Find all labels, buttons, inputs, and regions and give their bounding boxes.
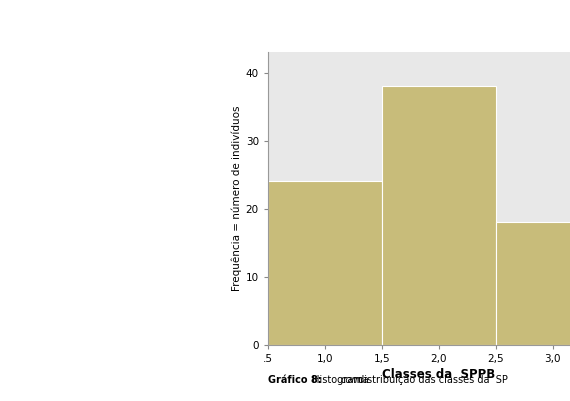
Bar xyxy=(268,182,382,345)
Bar xyxy=(496,222,570,345)
Text: Histograma: Histograma xyxy=(309,375,372,385)
Y-axis label: Frequência = número de indivíduos: Frequência = número de indivíduos xyxy=(231,106,242,291)
X-axis label: Classes da  SPPB: Classes da SPPB xyxy=(382,368,495,381)
Text: Gráfico 8:: Gráfico 8: xyxy=(268,375,321,385)
Bar xyxy=(382,86,496,345)
Text: com: com xyxy=(340,375,361,385)
Text: distribuição das classes da  SP: distribuição das classes da SP xyxy=(355,375,507,385)
